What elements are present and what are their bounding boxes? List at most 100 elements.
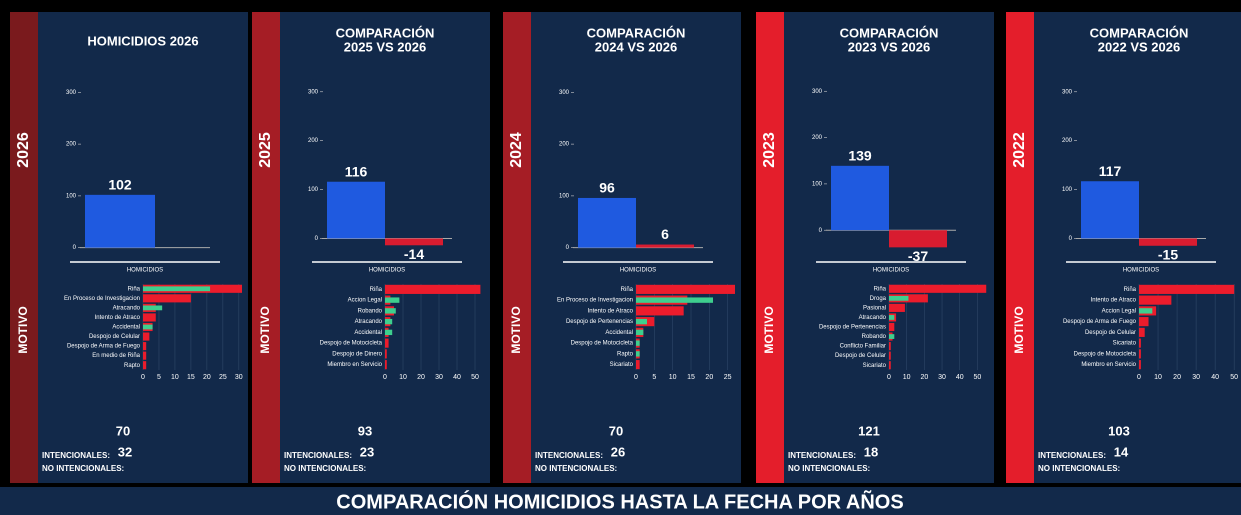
category-label: Rapto [124, 363, 141, 369]
y-tick-label: 100 [559, 193, 570, 199]
category-label: Conflicto Familiar [840, 344, 886, 350]
category-label: Riña [874, 286, 887, 292]
value-label: -15 [1158, 246, 1178, 262]
no-intencionales-label: NO INTENCIONALES: [284, 464, 366, 473]
category-label: Accidental [605, 330, 633, 336]
intencionales-value: 14 [1114, 444, 1129, 459]
panel-title: 2023 VS 2026 [848, 39, 930, 54]
footer-banner [0, 487, 1241, 515]
motivo-bar [1139, 327, 1145, 337]
category-label: Droga [870, 296, 887, 302]
category-label: Sicariato [610, 362, 634, 368]
x-tick-label: 10 [1154, 374, 1162, 381]
y-tick-label: 200 [559, 142, 570, 148]
category-label: Sicariato [863, 363, 887, 369]
category-label: Riña [621, 287, 634, 293]
side-bar [252, 12, 280, 483]
category-label: Atracando [355, 319, 383, 325]
x-tick-label: 50 [973, 374, 981, 381]
x-tick-label: 10 [171, 374, 179, 381]
motivo-bar [636, 340, 640, 346]
motivo-bar [385, 360, 387, 370]
value-label: -14 [404, 246, 424, 262]
category-label: Despojo de Motocicleta [320, 341, 383, 347]
no-intencionales-label: NO INTENCIONALES: [1038, 464, 1120, 473]
intencionales-label: INTENCIONALES: [42, 451, 110, 460]
motivo-bar [636, 318, 647, 325]
total-value: 121 [858, 423, 880, 438]
x-tick-label: 25 [219, 374, 227, 381]
category-label: Riña [1124, 287, 1137, 293]
panel-title: COMPARACIÓN [587, 25, 686, 40]
motivo-bar [636, 297, 713, 303]
category-label: Robando [862, 334, 887, 340]
no-intencionales-label: NO INTENCIONALES: [788, 464, 870, 473]
y-tick-label: 100 [1062, 187, 1073, 193]
x-tick-label: 0 [141, 374, 145, 381]
panel-title: COMPARACIÓN [1090, 25, 1189, 40]
motivo-bar [385, 349, 387, 359]
x-tick-label: 30 [1192, 374, 1200, 381]
side-bar [1006, 12, 1034, 483]
bar [889, 230, 947, 248]
category-label: Rapto [617, 351, 634, 357]
y-tick-label: 200 [812, 135, 823, 141]
category-label: Despojo de Celular [89, 334, 140, 340]
value-label: 139 [848, 148, 872, 164]
x-tick-label: 20 [920, 374, 928, 381]
side-bar [503, 12, 531, 483]
motivo-bar [143, 351, 147, 360]
y-tick-label: 100 [308, 187, 319, 193]
side-label: 2023 [761, 132, 778, 168]
category-label: Despojo de Arma de Fuego [67, 344, 141, 350]
y-tick-label: 300 [308, 89, 319, 95]
side-label: 2025 [257, 132, 274, 168]
x-tick-label: 20 [705, 374, 713, 381]
motivo-bar [143, 324, 153, 330]
motivo-bar [143, 286, 211, 292]
motivo-label: MOTIVO [258, 306, 272, 353]
footer-title: COMPARACIÓN HOMICIDIOS HASTA LA FECHA PO… [336, 489, 903, 513]
category-label: Despojo de Dinero [332, 351, 382, 357]
x-tick-label: 50 [1230, 374, 1238, 381]
value-label: 116 [345, 163, 368, 179]
motivo-bar [385, 318, 393, 325]
side-label: 2026 [15, 132, 32, 168]
category-label: HOMICIDIOS [1123, 268, 1159, 274]
intencionales-value: 26 [611, 444, 625, 459]
motivo-bar [1139, 349, 1141, 359]
x-tick-label: 10 [399, 374, 407, 381]
motivo-bar [143, 342, 147, 351]
y-tick-label: 0 [315, 236, 319, 242]
motivo-bar [636, 329, 644, 336]
panel-title: 2025 VS 2026 [344, 39, 426, 54]
category-label: HOMICIDIOS [620, 268, 656, 274]
motivo-bar [385, 338, 389, 348]
x-tick-label: 25 [724, 374, 732, 381]
category-label: Despojo de Celular [1085, 330, 1136, 336]
x-tick-label: 30 [235, 374, 243, 381]
panel-title: 2024 VS 2026 [595, 39, 677, 54]
value-label: 117 [1099, 163, 1122, 179]
motivo-bar [1139, 360, 1141, 370]
y-tick-label: 0 [1069, 236, 1073, 242]
x-tick-label: 0 [1137, 374, 1141, 381]
category-label: Atracando [113, 305, 141, 311]
category-label: Accion Legal [1102, 308, 1136, 314]
x-tick-label: 50 [471, 374, 479, 381]
motivo-bar [636, 284, 735, 294]
x-tick-label: 30 [435, 374, 443, 381]
category-label: Intento de Atraco [1091, 298, 1137, 304]
value-label: -37 [908, 248, 928, 264]
motivo-bar [143, 332, 150, 341]
y-tick-label: 100 [812, 181, 823, 187]
value-label: 102 [108, 177, 132, 193]
motivo-bar [889, 303, 905, 312]
intencionales-label: INTENCIONALES: [535, 451, 603, 460]
motivo-bar [143, 361, 147, 370]
y-tick-label: 300 [559, 90, 570, 96]
intencionales-value: 32 [118, 444, 132, 459]
motivo-bar [889, 295, 909, 301]
motivo-label: MOTIVO [509, 306, 523, 353]
